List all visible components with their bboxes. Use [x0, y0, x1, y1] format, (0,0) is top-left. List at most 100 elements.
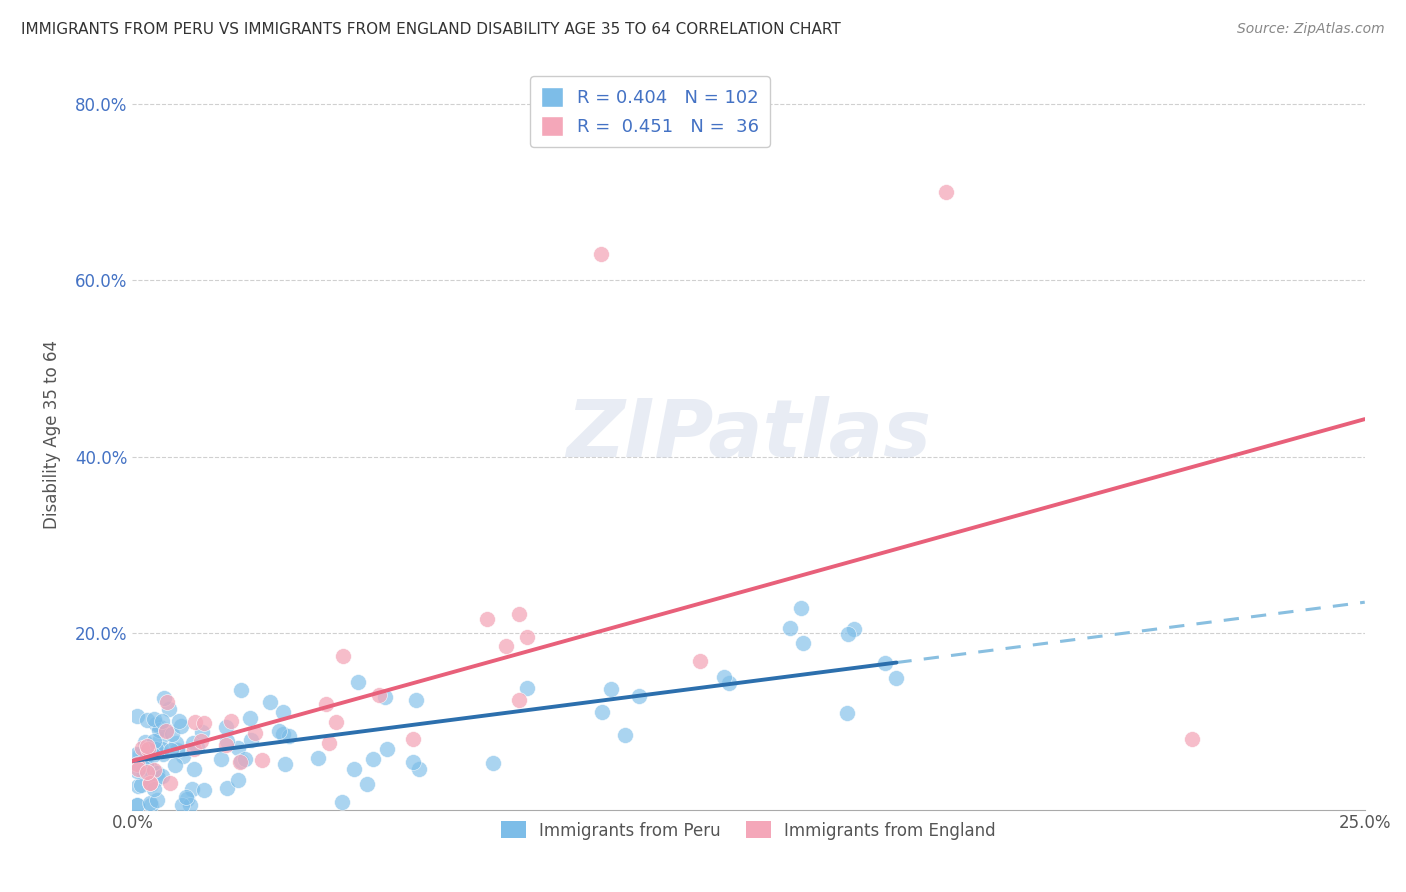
Point: [145, 717, 167, 731]
Point: [495, 640, 517, 654]
Point: [217, 781, 239, 796]
Point: [146, 766, 169, 780]
Point: [152, 747, 174, 762]
Point: [131, 752, 153, 766]
Legend: R = 0.404   N = 102, R =  0.451   N =  36: R = 0.404 N = 102, R = 0.451 N = 36: [530, 76, 770, 146]
Point: [138, 775, 160, 789]
Point: [717, 675, 740, 690]
Point: [482, 756, 505, 770]
Point: [250, 753, 273, 767]
Point: [174, 790, 197, 805]
Point: [127, 798, 149, 813]
Point: [325, 714, 347, 729]
Point: [1181, 731, 1204, 746]
Point: [221, 714, 243, 728]
Point: [239, 711, 262, 725]
Point: [229, 682, 252, 697]
Point: [172, 748, 194, 763]
Point: [143, 741, 166, 756]
Point: [139, 776, 162, 790]
Point: [689, 654, 711, 668]
Point: [150, 742, 173, 756]
Point: [155, 723, 177, 738]
Point: [873, 657, 896, 671]
Point: [191, 725, 214, 739]
Point: [215, 734, 238, 748]
Point: [136, 739, 159, 753]
Point: [214, 738, 236, 752]
Point: [152, 691, 174, 706]
Point: [330, 796, 353, 810]
Point: [516, 631, 538, 645]
Point: [160, 743, 183, 757]
Point: [713, 670, 735, 684]
Point: [156, 695, 179, 709]
Point: [627, 689, 650, 703]
Point: [374, 690, 396, 704]
Point: [228, 772, 250, 787]
Point: [134, 735, 156, 749]
Point: [145, 741, 167, 756]
Point: [402, 732, 425, 747]
Point: [935, 185, 957, 199]
Point: [361, 751, 384, 765]
Text: IMMIGRANTS FROM PERU VS IMMIGRANTS FROM ENGLAND DISABILITY AGE 35 TO 64 CORRELAT: IMMIGRANTS FROM PERU VS IMMIGRANTS FROM …: [21, 22, 841, 37]
Point: [209, 752, 232, 766]
Point: [181, 782, 204, 797]
Point: [508, 607, 530, 621]
Point: [318, 735, 340, 749]
Point: [277, 729, 299, 743]
Point: [143, 713, 166, 727]
Point: [127, 779, 149, 793]
Point: [837, 627, 859, 641]
Point: [779, 621, 801, 635]
Point: [142, 781, 165, 796]
Point: [315, 697, 337, 711]
Point: [139, 777, 162, 791]
Point: [127, 762, 149, 776]
Point: [193, 783, 215, 797]
Point: [176, 792, 198, 806]
Y-axis label: Disability Age 35 to 64: Disability Age 35 to 64: [44, 340, 60, 529]
Point: [591, 705, 613, 719]
Point: [135, 757, 157, 772]
Point: [402, 756, 425, 770]
Point: [367, 689, 389, 703]
Point: [159, 776, 181, 790]
Point: [259, 695, 281, 709]
Point: [508, 693, 530, 707]
Point: [614, 728, 637, 742]
Point: [146, 771, 169, 785]
Point: [150, 714, 173, 729]
Point: [172, 798, 194, 813]
Point: [150, 769, 173, 783]
Point: [149, 731, 172, 746]
Point: [792, 636, 814, 650]
Point: [127, 764, 149, 778]
Point: [142, 747, 165, 762]
Point: [228, 755, 250, 769]
Point: [837, 706, 859, 721]
Point: [127, 756, 149, 770]
Point: [516, 681, 538, 696]
Point: [332, 649, 354, 664]
Point: [134, 751, 156, 765]
Point: [356, 777, 378, 791]
Point: [143, 733, 166, 747]
Point: [183, 742, 205, 756]
Point: [475, 612, 498, 626]
Point: [131, 779, 153, 793]
Point: [347, 674, 370, 689]
Point: [131, 740, 153, 755]
Point: [170, 719, 193, 733]
Point: [267, 723, 290, 738]
Point: [149, 720, 172, 734]
Point: [160, 727, 183, 741]
Point: [139, 798, 162, 813]
Text: ZIPatlas: ZIPatlas: [567, 395, 931, 474]
Point: [135, 764, 157, 779]
Point: [155, 723, 177, 738]
Point: [600, 682, 623, 697]
Point: [408, 762, 430, 776]
Point: [844, 623, 866, 637]
